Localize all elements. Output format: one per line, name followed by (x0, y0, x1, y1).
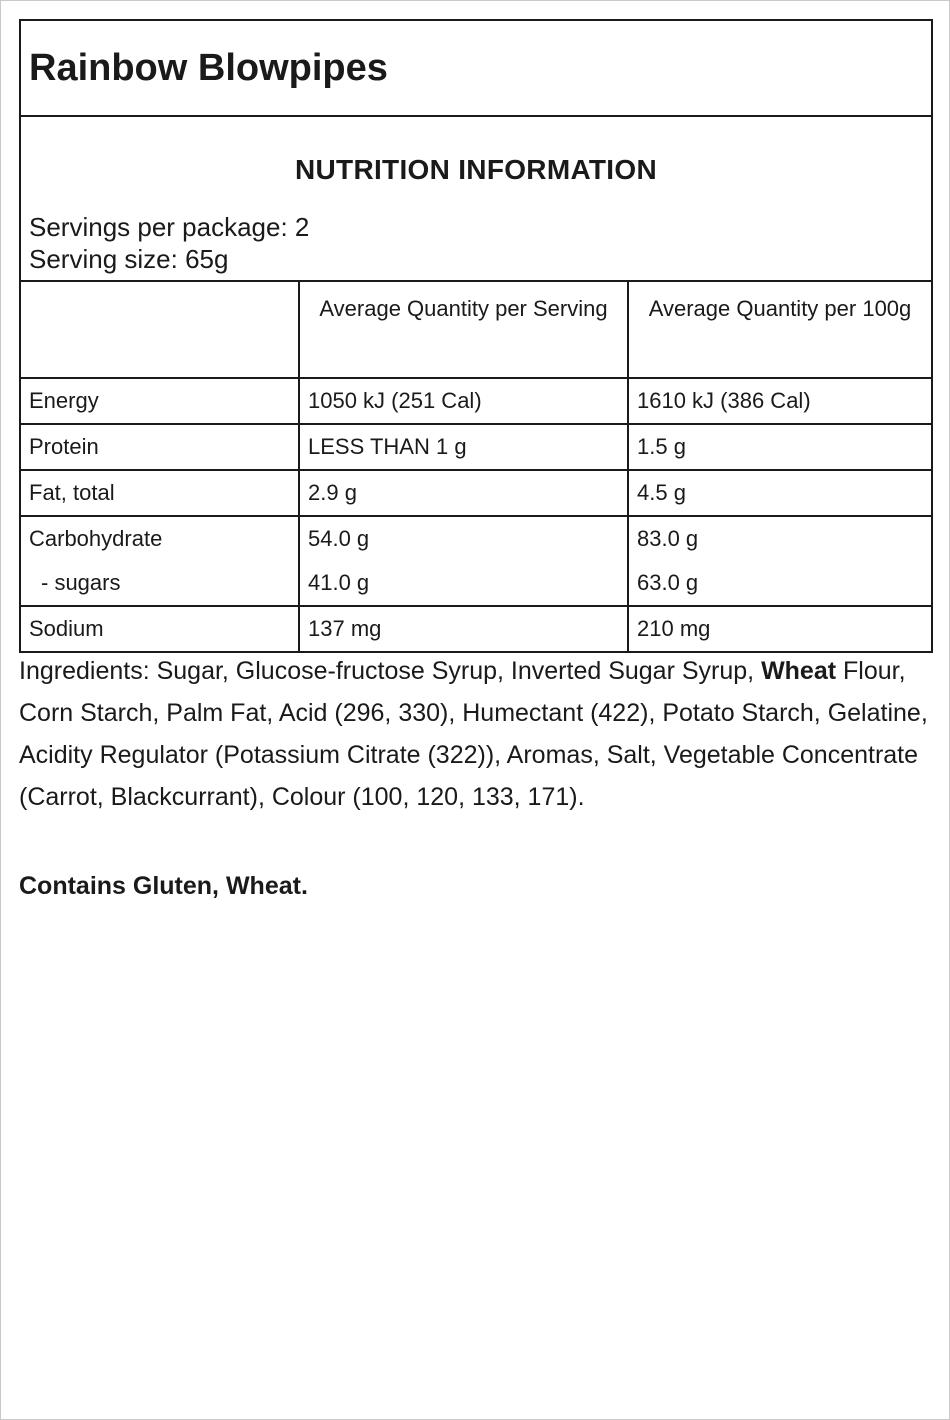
nutrient-per-serving: 54.0 g (308, 526, 370, 551)
nutrient-sub-per-100g: 63.0 g (637, 570, 699, 595)
nutrient-name: Energy (19, 377, 300, 425)
nutrition-panel: Rainbow Blowpipes NUTRITION INFORMATION … (19, 19, 933, 653)
nutrient-per-serving: 137 mg (298, 605, 629, 653)
nutrition-table: Rainbow Blowpipes NUTRITION INFORMATION … (19, 19, 933, 653)
nutrition-info-cell: NUTRITION INFORMATION Servings per packa… (19, 115, 933, 282)
nutrient-per-serving: 1050 kJ (251 Cal) (298, 377, 629, 425)
nutrient-name: Carbohydrate (29, 526, 163, 551)
nutrient-per-100g: 83.0 g (637, 526, 699, 551)
nutrient-name-cell: Carbohydrate - sugars (19, 515, 300, 607)
table-row-carbohydrate: Carbohydrate - sugars 54.0 g 41.0 g 83.0… (19, 515, 933, 607)
ingredients-prefix: Ingredients: Sugar, Glucose-fructose Syr… (19, 657, 762, 685)
nutrient-per-serving: 2.9 g (298, 469, 629, 517)
nutrient-name: Sodium (19, 605, 300, 653)
table-row: Protein LESS THAN 1 g 1.5 g (19, 423, 933, 471)
nutrient-per-serving: LESS THAN 1 g (298, 423, 629, 471)
ingredients-text: Ingredients: Sugar, Glucose-fructose Syr… (19, 650, 934, 818)
nutrient-name: Fat, total (19, 469, 300, 517)
serving-size: Serving size: 65g (29, 244, 229, 274)
ingredients-allergen: Wheat (761, 657, 837, 685)
nutrient-per-100g: 210 mg (627, 605, 933, 653)
nutrient-per-100g: 4.5 g (627, 469, 933, 517)
header-empty-cell (19, 280, 300, 379)
servings-per-package: Servings per package: 2 (29, 212, 310, 242)
nutrient-per-100g: 1610 kJ (386 Cal) (627, 377, 933, 425)
table-row: Energy 1050 kJ (251 Cal) 1610 kJ (386 Ca… (19, 377, 933, 425)
product-title: Rainbow Blowpipes (29, 47, 388, 89)
title-cell: Rainbow Blowpipes (19, 19, 933, 117)
column-header-per-serving: Average Quantity per Serving (298, 280, 629, 379)
nutrient-per-100g: 1.5 g (627, 423, 933, 471)
table-row: Fat, total 2.9 g 4.5 g (19, 469, 933, 517)
ingredients-suffix: Flour, Corn Starch, Palm Fat, Acid (296,… (19, 657, 928, 811)
table-row: Sodium 137 mg 210 mg (19, 605, 933, 653)
nutrition-heading: NUTRITION INFORMATION (295, 154, 657, 185)
nutrient-subname: - sugars (41, 570, 121, 595)
nutrient-sub-per-serving: 41.0 g (308, 570, 370, 595)
allergen-statement: Contains Gluten, Wheat. (19, 872, 308, 900)
nutrient-name: Protein (19, 423, 300, 471)
column-header-per-100g: Average Quantity per 100g (627, 280, 933, 379)
nutrient-per-serving-cell: 54.0 g 41.0 g (298, 515, 629, 607)
nutrient-per-100g-cell: 83.0 g 63.0 g (627, 515, 933, 607)
